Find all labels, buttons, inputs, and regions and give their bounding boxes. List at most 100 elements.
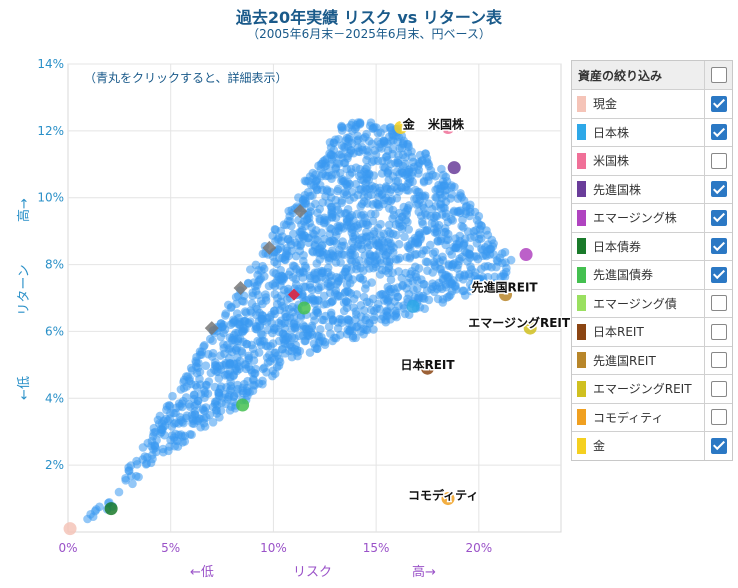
portfolio-point[interactable]	[279, 220, 289, 229]
portfolio-point[interactable]	[167, 422, 177, 431]
portfolio-point[interactable]	[269, 268, 278, 277]
portfolio-point[interactable]	[438, 295, 448, 304]
portfolio-point[interactable]	[224, 300, 233, 310]
portfolio-point[interactable]	[191, 356, 200, 366]
portfolio-point[interactable]	[349, 193, 359, 202]
portfolio-point[interactable]	[255, 275, 264, 285]
portfolio-point[interactable]	[217, 398, 226, 408]
portfolio-point[interactable]	[299, 282, 309, 291]
portfolio-point[interactable]	[221, 311, 230, 320]
portfolio-point[interactable]	[364, 256, 373, 266]
filter-item[interactable]: エマージングREIT	[572, 375, 732, 404]
portfolio-point[interactable]	[413, 284, 422, 293]
portfolio-point[interactable]	[457, 221, 467, 231]
portfolio-point[interactable]	[451, 243, 461, 253]
portfolio-point[interactable]	[457, 193, 467, 202]
portfolio-point[interactable]	[248, 344, 258, 354]
portfolio-point[interactable]	[229, 370, 238, 380]
portfolio-point[interactable]	[275, 357, 285, 367]
portfolio-point[interactable]	[447, 250, 457, 259]
portfolio-point[interactable]	[398, 212, 407, 221]
portfolio-point[interactable]	[291, 280, 301, 289]
portfolio-point[interactable]	[378, 189, 387, 199]
portfolio-point[interactable]	[121, 476, 130, 485]
portfolio-point[interactable]	[470, 207, 480, 217]
portfolio-point[interactable]	[382, 294, 391, 304]
portfolio-point[interactable]	[455, 231, 465, 241]
portfolio-point[interactable]	[306, 328, 316, 337]
portfolio-point[interactable]	[346, 245, 356, 255]
portfolio-point[interactable]	[352, 261, 362, 271]
portfolio-point[interactable]	[487, 262, 496, 272]
portfolio-point[interactable]	[468, 282, 477, 292]
portfolio-point[interactable]	[367, 157, 377, 167]
portfolio-point[interactable]	[200, 388, 210, 398]
portfolio-point[interactable]	[314, 285, 323, 295]
portfolio-point[interactable]	[466, 272, 476, 282]
portfolio-point[interactable]	[263, 358, 273, 367]
portfolio-point[interactable]	[506, 255, 516, 265]
portfolio-point[interactable]	[298, 232, 308, 242]
portfolio-point[interactable]	[431, 171, 440, 181]
portfolio-point[interactable]	[225, 406, 235, 415]
portfolio-point[interactable]	[223, 340, 232, 350]
portfolio-point[interactable]	[365, 184, 374, 193]
portfolio-point[interactable]	[369, 325, 378, 334]
portfolio-point[interactable]	[311, 177, 321, 186]
portfolio-point[interactable]	[114, 487, 124, 497]
portfolio-point[interactable]	[421, 149, 430, 158]
portfolio-point[interactable]	[187, 430, 196, 440]
portfolio-point[interactable]	[283, 284, 293, 294]
portfolio-point[interactable]	[268, 231, 278, 240]
portfolio-point[interactable]	[377, 265, 387, 275]
portfolio-point[interactable]	[289, 229, 298, 239]
portfolio-point[interactable]	[270, 309, 279, 319]
portfolio-point[interactable]	[340, 176, 349, 186]
portfolio-point[interactable]	[350, 124, 360, 134]
filter-item[interactable]: 日本債券	[572, 232, 732, 261]
portfolio-point[interactable]	[197, 347, 207, 357]
portfolio-point[interactable]	[343, 315, 353, 324]
portfolio-point[interactable]	[451, 281, 460, 290]
portfolio-point[interactable]	[297, 226, 307, 235]
portfolio-point[interactable]	[383, 146, 393, 155]
portfolio-point[interactable]	[419, 203, 429, 213]
portfolio-point[interactable]	[351, 163, 361, 172]
portfolio-point[interactable]	[342, 263, 352, 273]
portfolio-point[interactable]	[216, 406, 226, 416]
portfolio-point[interactable]	[360, 306, 369, 315]
filter-item[interactable]: 現金	[572, 90, 732, 119]
portfolio-point[interactable]	[168, 391, 177, 401]
asset-point[interactable]	[499, 288, 513, 302]
portfolio-point[interactable]	[318, 185, 327, 195]
portfolio-point[interactable]	[134, 472, 143, 482]
portfolio-point[interactable]	[333, 292, 343, 301]
portfolio-point[interactable]	[343, 205, 353, 214]
portfolio-point[interactable]	[132, 456, 141, 466]
portfolio-point[interactable]	[340, 158, 349, 168]
portfolio-point[interactable]	[256, 329, 266, 339]
portfolio-point[interactable]	[397, 131, 407, 141]
portfolio-point[interactable]	[86, 510, 95, 519]
portfolio-point[interactable]	[249, 375, 258, 385]
portfolio-point[interactable]	[458, 286, 468, 296]
portfolio-point[interactable]	[418, 219, 428, 229]
portfolio-point[interactable]	[474, 219, 484, 229]
portfolio-point[interactable]	[158, 444, 168, 454]
portfolio-point[interactable]	[416, 235, 425, 244]
portfolio-point[interactable]	[216, 382, 226, 391]
portfolio-point[interactable]	[359, 210, 368, 219]
asset-point[interactable]	[519, 248, 533, 262]
portfolio-point[interactable]	[466, 262, 475, 271]
portfolio-point[interactable]	[198, 404, 208, 413]
portfolio-point[interactable]	[472, 239, 482, 248]
portfolio-point[interactable]	[225, 359, 235, 368]
portfolio-point[interactable]	[356, 202, 366, 211]
portfolio-point[interactable]	[251, 260, 261, 270]
portfolio-point[interactable]	[300, 190, 310, 200]
portfolio-point[interactable]	[333, 186, 342, 196]
portfolio-point[interactable]	[295, 346, 305, 356]
filter-item[interactable]: 日本REIT	[572, 318, 732, 347]
portfolio-point[interactable]	[363, 199, 372, 208]
portfolio-point[interactable]	[165, 414, 175, 424]
